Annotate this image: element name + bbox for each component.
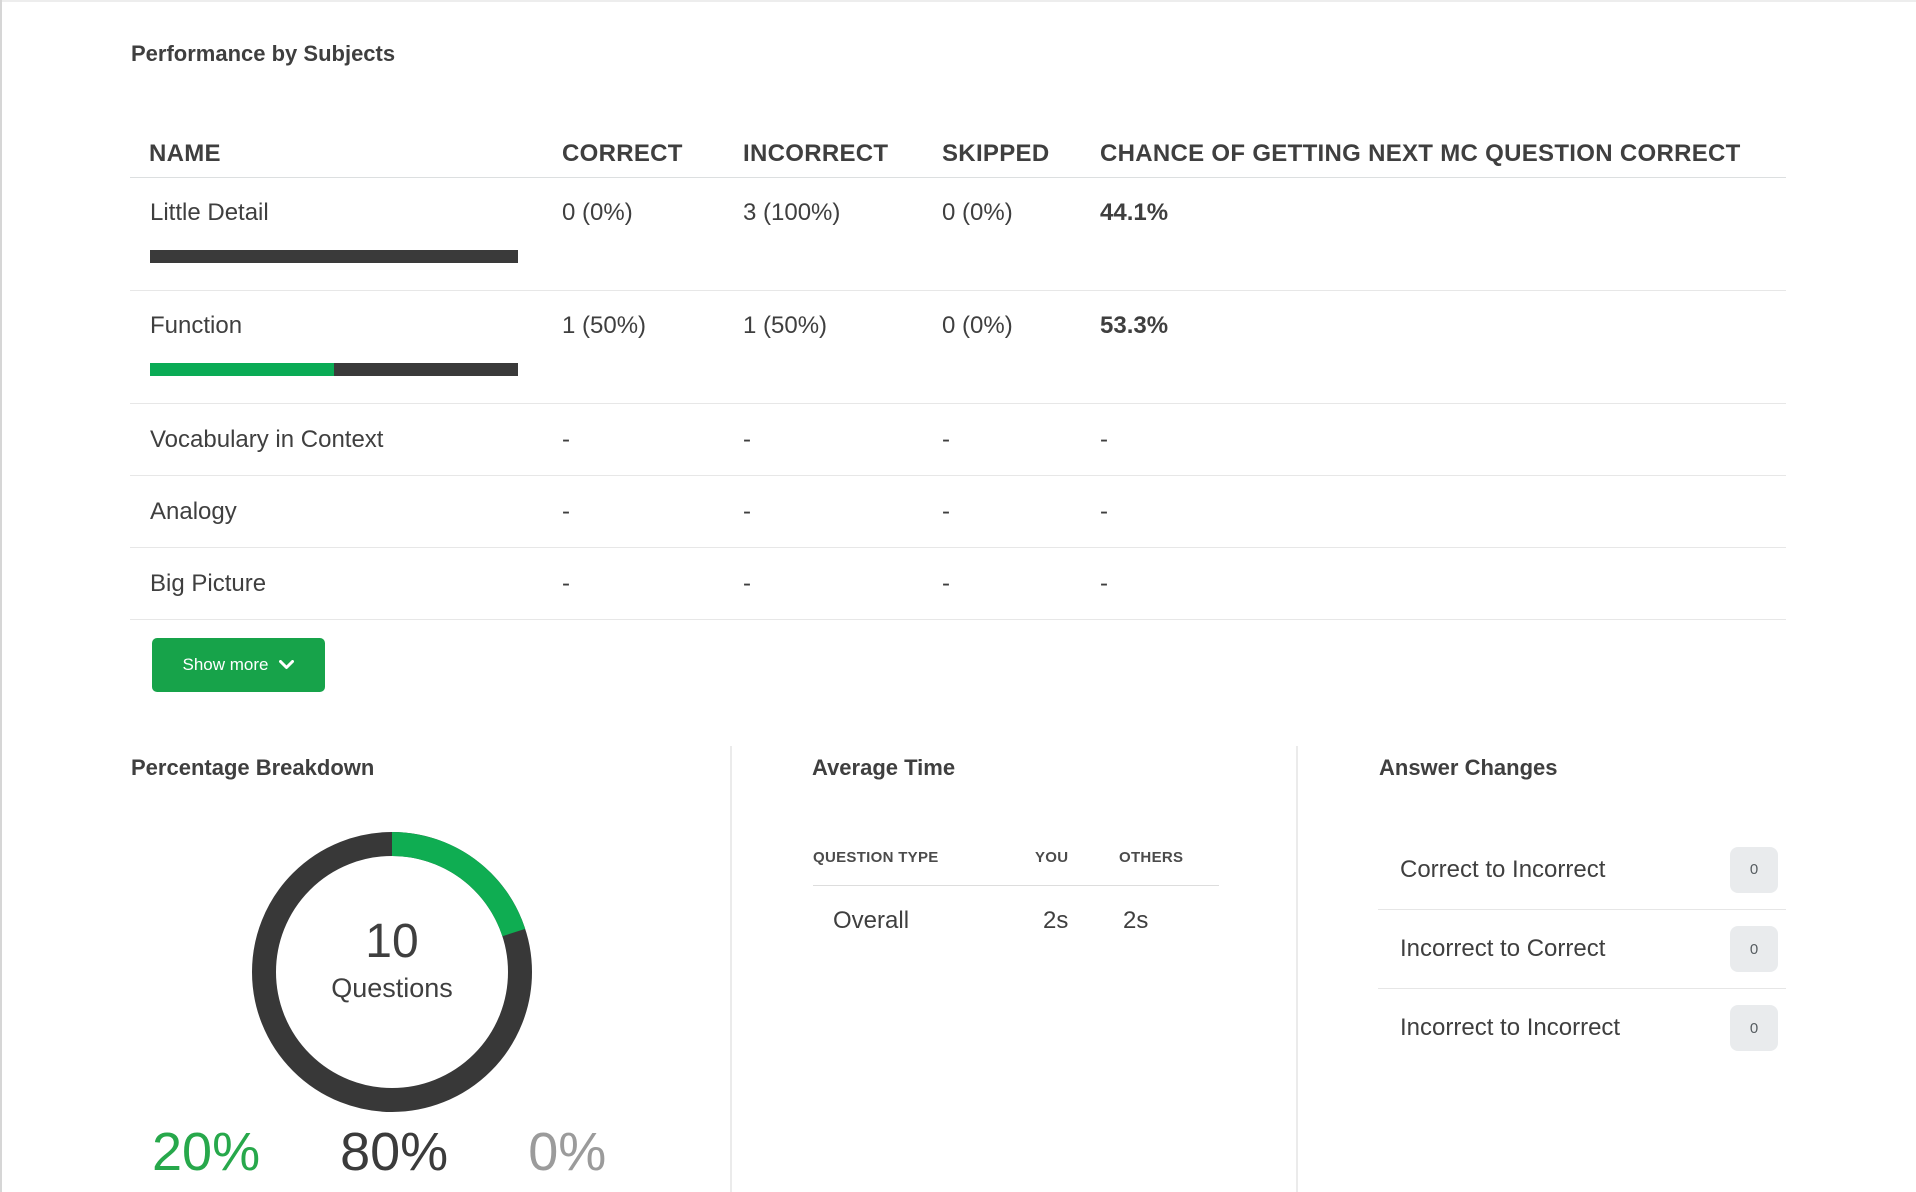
percentage-breakdown-title: Percentage Breakdown <box>131 755 375 780</box>
cell-incorrect: 1 (50%) <box>743 312 828 339</box>
column-header-you: YOU <box>1035 849 1069 866</box>
answer-changes-title: Answer Changes <box>1379 755 1558 780</box>
cell-incorrect: - <box>743 425 751 453</box>
cell-correct: 1 (50%) <box>562 312 647 339</box>
subject-progress-bar <box>150 363 518 376</box>
average-time-header-row: QUESTION TYPE YOU OTHERS <box>813 830 1219 886</box>
subject-name: Little Detail <box>150 199 269 226</box>
cell-correct: - <box>562 425 570 453</box>
table-header-row: NAME CORRECT INCORRECT SKIPPED CHANCE OF… <box>130 130 1786 178</box>
cell-skipped: 0 (0%) <box>942 199 1013 226</box>
answer-change-label: Correct to Incorrect <box>1400 855 1606 883</box>
section-divider <box>730 746 732 1192</box>
column-header-name: NAME <box>149 139 221 167</box>
average-time-title: Average Time <box>812 755 956 780</box>
you-time-value: 2s <box>1043 907 1069 934</box>
count-badge: 0 <box>1730 846 1778 893</box>
window-left-border <box>0 0 2 1192</box>
list-item: Correct to Incorrect 0 <box>1378 830 1786 909</box>
donut-center-value: 10 <box>365 915 419 968</box>
answer-change-label: Incorrect to Incorrect <box>1400 1014 1621 1041</box>
show-more-button[interactable]: Show more <box>152 638 325 692</box>
table-row: Vocabulary in Context - - - - <box>130 404 1786 476</box>
percentage-legend: 20% 80% 0% <box>152 1120 606 1184</box>
cell-incorrect: - <box>743 497 751 525</box>
column-header-skipped: SKIPPED <box>942 139 1050 167</box>
bar-incorrect-segment <box>150 250 518 263</box>
cell-correct: 0 (0%) <box>562 199 633 226</box>
cell-incorrect: 3 (100%) <box>743 199 841 226</box>
count-badge: 0 <box>1730 1005 1778 1051</box>
donut-correct-arc <box>252 832 532 1112</box>
bar-incorrect-segment <box>334 363 518 376</box>
chevron-down-icon <box>279 660 295 670</box>
average-time-row: Overall 2s 2s <box>813 886 1219 956</box>
performance-section-title: Performance by Subjects <box>131 41 396 66</box>
list-item: Incorrect to Incorrect 0 <box>1378 988 1786 1067</box>
cell-skipped: - <box>942 497 950 525</box>
window-top-border <box>0 0 1916 2</box>
section-divider <box>1296 746 1298 1192</box>
cell-incorrect: - <box>743 569 751 597</box>
subject-name: Analogy <box>150 497 237 525</box>
table-row: Big Picture - - - - <box>130 548 1786 620</box>
cell-correct: - <box>562 569 570 597</box>
cell-chance: - <box>1100 425 1108 453</box>
table-row: Function 1 (50%) 1 (50%) 0 (0%) 53.3% <box>130 291 1786 404</box>
percent-skipped: 0% <box>528 1122 607 1182</box>
performance-table: NAME CORRECT INCORRECT SKIPPED CHANCE OF… <box>130 130 1786 620</box>
cell-skipped: - <box>942 425 950 453</box>
subject-name: Vocabulary in Context <box>150 425 384 453</box>
question-type-value: Overall <box>833 907 910 934</box>
show-more-label: Show more <box>182 655 269 674</box>
cell-chance: - <box>1100 497 1108 525</box>
cell-skipped: - <box>942 569 950 597</box>
percentage-donut-chart <box>232 812 552 1132</box>
column-header-chance: CHANCE OF GETTING NEXT MC QUESTION CORRE… <box>1100 139 1741 167</box>
count-badge: 0 <box>1730 926 1778 972</box>
bar-correct-segment <box>150 363 334 376</box>
column-header-incorrect: INCORRECT <box>743 139 889 167</box>
list-item: Incorrect to Correct 0 <box>1378 909 1786 988</box>
column-header-correct: CORRECT <box>562 139 683 167</box>
percent-correct: 20% <box>152 1122 261 1182</box>
cell-chance: 53.3% <box>1100 312 1169 339</box>
answer-changes-list: Correct to Incorrect 0 Incorrect to Corr… <box>1378 830 1786 1067</box>
cell-skipped: 0 (0%) <box>942 312 1013 339</box>
cell-chance: - <box>1100 569 1108 597</box>
others-time-value: 2s <box>1123 907 1149 934</box>
subject-name: Big Picture <box>150 569 267 597</box>
subject-name: Function <box>150 312 243 339</box>
column-header-question-type: QUESTION TYPE <box>813 849 939 866</box>
table-row: Little Detail 0 (0%) 3 (100%) 0 (0%) 44.… <box>130 178 1786 291</box>
column-header-others: OTHERS <box>1119 849 1184 866</box>
answer-change-label: Incorrect to Correct <box>1400 935 1606 962</box>
cell-chance: 44.1% <box>1100 199 1169 226</box>
subject-progress-bar <box>150 250 518 263</box>
percent-incorrect: 80% <box>340 1122 449 1182</box>
cell-correct: - <box>562 497 570 525</box>
average-time-table: QUESTION TYPE YOU OTHERS Overall 2s 2s <box>813 830 1219 956</box>
table-row: Analogy - - - - <box>130 476 1786 548</box>
donut-center-label: Questions <box>331 973 453 1003</box>
